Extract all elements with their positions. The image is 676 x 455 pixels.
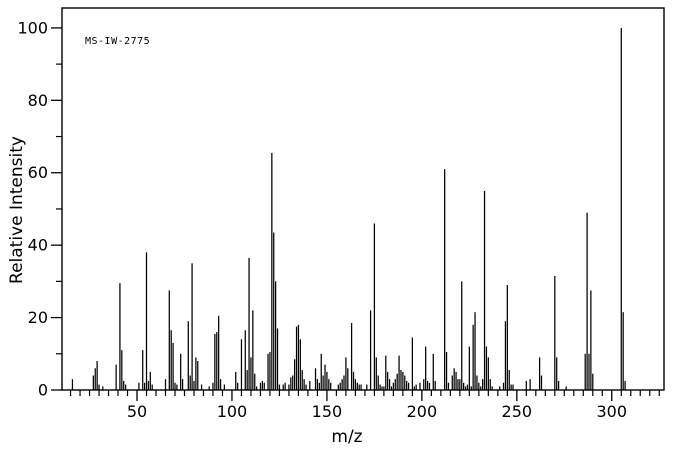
x-tick-label: 50: [127, 402, 147, 421]
y-tick-label: 100: [17, 18, 48, 37]
x-tick-label: 250: [502, 402, 533, 421]
x-tick-label: 200: [407, 402, 438, 421]
y-tick-label: 60: [28, 163, 48, 182]
y-tick-label: 40: [28, 236, 48, 255]
y-tick-label: 80: [28, 91, 48, 110]
y-tick-label: 20: [28, 308, 48, 327]
x-axis-title: m/z: [331, 427, 363, 447]
plot-frame: [61, 7, 665, 391]
x-tick-label: 300: [597, 402, 628, 421]
y-axis-title: Relative Intensity: [7, 136, 27, 284]
y-tick-label: 0: [38, 381, 48, 400]
x-tick-label: 100: [217, 402, 248, 421]
x-tick-label: 150: [312, 402, 343, 421]
spectrum-id-annotation: MS-IW-2775: [85, 36, 151, 47]
